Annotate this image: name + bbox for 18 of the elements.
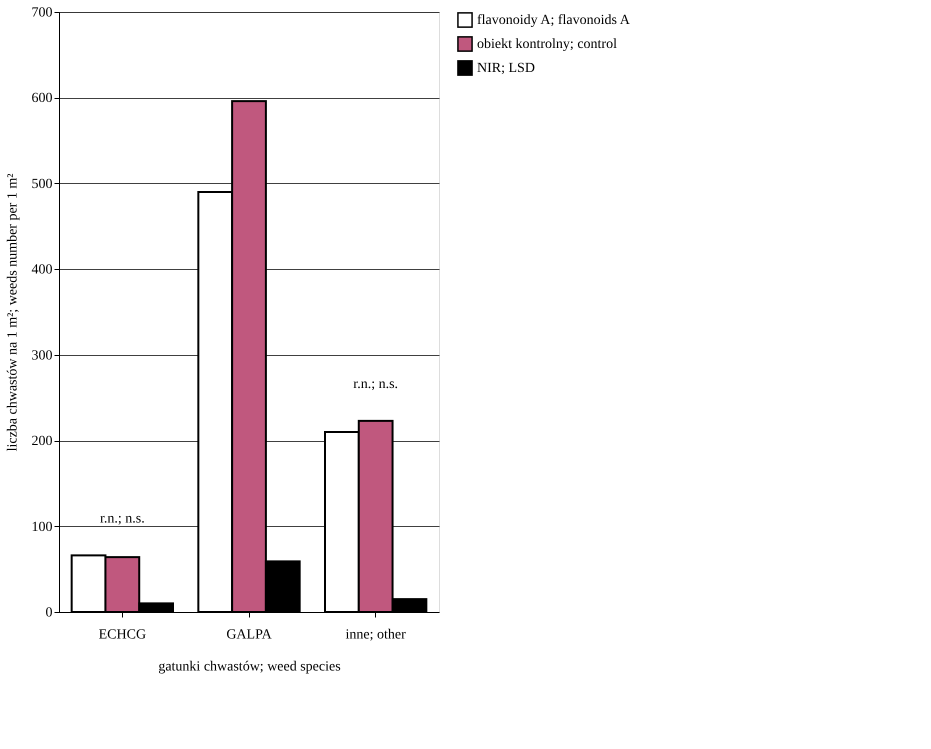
y-tick-label: 500 xyxy=(32,176,52,192)
y-tick-label: 600 xyxy=(32,91,52,106)
x-tick-label: ECHCG xyxy=(98,628,146,642)
y-axis-title: liczba chwastów na 1 m²; weeds number per 1 m² xyxy=(6,174,20,452)
y-tick-label: 0 xyxy=(46,606,52,620)
y-tick-label: 400 xyxy=(32,262,52,278)
y-tick-label: 100 xyxy=(32,520,52,535)
x-tick-label: inne; other xyxy=(346,628,406,642)
annotation: r.n.; n.s. xyxy=(100,511,145,526)
annotation: r.n.; n.s. xyxy=(353,376,398,392)
y-tick-label: 200 xyxy=(32,434,52,450)
y-tick-label: 700 xyxy=(32,6,52,20)
y-tick-label: 300 xyxy=(32,348,52,364)
x-axis-title: gatunki chwastów; weed species xyxy=(158,660,341,674)
legend-label: flavonoidy A; flavonoids A xyxy=(477,13,631,28)
x-tick-label: GALPA xyxy=(226,628,273,642)
legend-label: obiekt kontrolny; control xyxy=(477,37,618,52)
legend-label: NIR; LSD xyxy=(477,61,535,76)
